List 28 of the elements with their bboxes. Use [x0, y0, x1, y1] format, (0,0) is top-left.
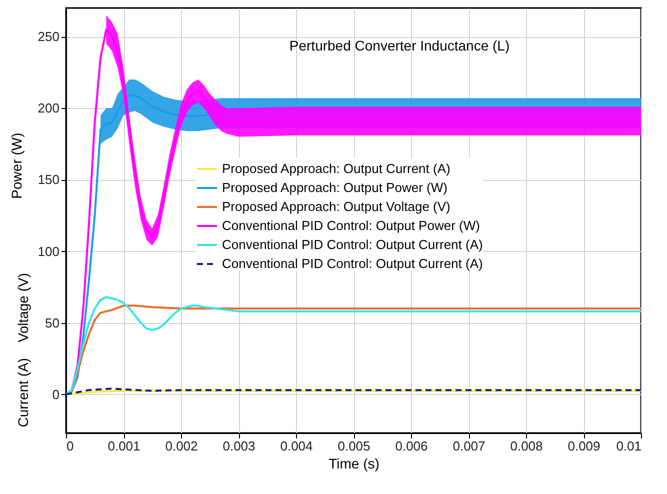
y-tick-label: 0 — [52, 386, 60, 402]
x-tick-label: 0.007 — [452, 438, 486, 454]
x-tick-label: 0.001 — [108, 438, 140, 454]
x-tick-label: 0.005 — [338, 438, 370, 454]
y-tick-label: 150 — [38, 172, 60, 188]
legend-label: Proposed Approach: Output Power (W) — [222, 180, 448, 195]
text: Perturbed Converter Inductance (L) — [289, 37, 510, 54]
x-tick-label: 0.002 — [165, 438, 198, 454]
text: Voltage (V) — [15, 272, 31, 342]
x-tick-label: 0.003 — [222, 438, 256, 454]
legend-label: Conventional PID Control: Output Power (W) — [222, 218, 480, 233]
y-tick-label: 100 — [38, 244, 60, 259]
x-tick-label: 0.009 — [568, 438, 600, 454]
legend-label: Conventional PID Control: Output Current (A) — [222, 256, 483, 271]
y-tick-label: 200 — [38, 100, 60, 116]
x-tick-label: 0.01 — [616, 438, 642, 454]
x-tick-label: 0.006 — [395, 438, 428, 454]
x-tick-label: 0 — [66, 438, 74, 454]
legend-label: Proposed Approach: Output Voltage (V) — [222, 199, 450, 214]
legend-label: Conventional PID Control: Output Current (A) — [222, 237, 483, 252]
legend-label: Proposed Approach: Output Current (A) — [222, 161, 450, 176]
y-tick-label: 250 — [38, 29, 60, 44]
y-axis-title: Power (W) — [8, 132, 24, 199]
x-tick-label: 0.008 — [510, 438, 543, 454]
x-axis-title: Time (s) — [328, 456, 380, 472]
text: Current (A) — [15, 358, 31, 428]
x-tick-label: 0.004 — [280, 438, 313, 454]
y-tick-label: 50 — [45, 315, 60, 330]
